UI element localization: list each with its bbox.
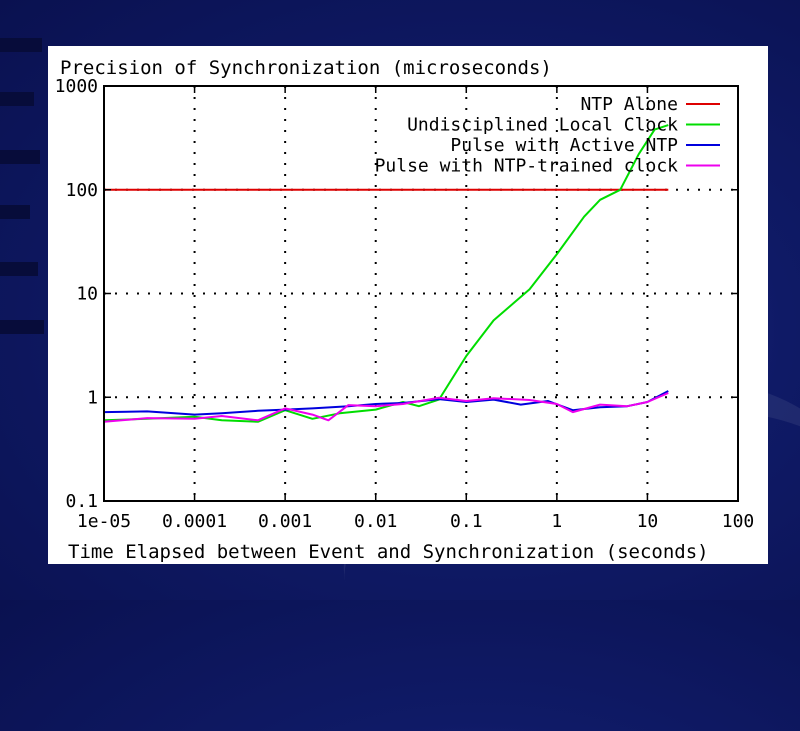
background-stripes xyxy=(0,0,60,600)
x-tick-label: 100 xyxy=(722,511,755,532)
legend-label-1: Undisciplined Local Clock xyxy=(407,115,678,136)
series-line-3 xyxy=(103,392,669,423)
x-tick-label: 0.0001 xyxy=(162,511,227,532)
chart-svg: Precision of Synchronization (microsecon… xyxy=(55,57,755,563)
y-tick-label: 10 xyxy=(76,284,98,305)
x-tick-label: 1 xyxy=(551,511,562,532)
y-tick-label: 100 xyxy=(65,180,98,201)
legend-label-0: NTP Alone xyxy=(580,94,678,115)
x-tick-label: 10 xyxy=(637,511,659,532)
x-tick-label: 0.001 xyxy=(258,511,312,532)
y-tick-label: 1000 xyxy=(55,76,98,97)
x-tick-label: 0.1 xyxy=(450,511,483,532)
chart-title: Precision of Synchronization (microsecon… xyxy=(60,57,552,79)
y-tick-label: 0.1 xyxy=(65,491,98,512)
legend-label-2: Pulse with Active NTP xyxy=(450,135,678,156)
y-tick-label: 1 xyxy=(87,387,98,408)
chart-figure: Precision of Synchronization (microsecon… xyxy=(48,46,768,564)
series-line-1 xyxy=(103,124,669,423)
x-axis-label: Time Elapsed between Event and Synchroni… xyxy=(68,541,709,563)
axis-ticks: 1e-05 0.0001 0.001 0.01 0.1 1 10 100 0.1 1 10 100 10… xyxy=(55,76,755,532)
legend-label-3: Pulse with NTP-trained clock xyxy=(375,156,679,177)
x-tick-label: 1e-05 xyxy=(77,511,131,532)
series-layer xyxy=(103,124,669,423)
series-line-2 xyxy=(103,390,669,416)
x-tick-label: 0.01 xyxy=(354,511,397,532)
